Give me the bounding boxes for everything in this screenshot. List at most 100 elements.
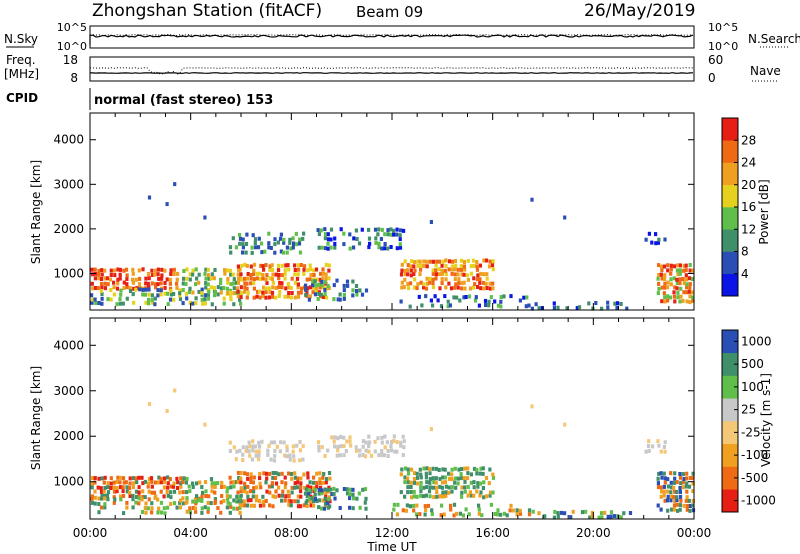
data-cell [685, 476, 689, 481]
data-cell [660, 276, 664, 281]
data-cell [156, 288, 160, 293]
data-cell [280, 285, 284, 290]
data-cell [472, 263, 476, 268]
data-cell [321, 267, 325, 272]
data-cell [406, 476, 410, 481]
data-cell [131, 277, 135, 282]
data-cell [450, 264, 455, 269]
data-cell [304, 283, 308, 288]
colorbar-tick-label: 100 [741, 380, 764, 394]
data-cell [276, 268, 281, 273]
cpid-text: normal (fast stereo) 153 [94, 93, 273, 108]
data-cell [150, 510, 154, 515]
data-cell [438, 494, 442, 499]
data-cell [256, 289, 260, 294]
data-cell [527, 512, 532, 517]
data-cell [118, 276, 122, 281]
data-cell [484, 303, 488, 307]
data-cell [200, 510, 204, 515]
data-cell [338, 292, 342, 297]
data-cell [112, 485, 116, 490]
colorbar-segment [722, 184, 738, 208]
data-cell [153, 272, 157, 277]
data-cell [389, 444, 393, 449]
data-cell [171, 484, 175, 489]
data-cell [103, 505, 107, 510]
data-cell [181, 281, 185, 286]
data-cell [116, 475, 120, 480]
data-cell [459, 258, 464, 263]
data-cell [298, 448, 302, 453]
data-cell [434, 268, 438, 273]
data-cell [115, 486, 119, 490]
data-cell [603, 510, 607, 515]
data-cell [383, 232, 387, 237]
power-colorbar-label: Power [dB] [757, 179, 771, 244]
data-cell [280, 480, 284, 485]
data-cell [172, 489, 177, 494]
data-cell [222, 499, 226, 503]
data-cell [437, 468, 441, 472]
data-cell [328, 476, 332, 481]
data-cell [172, 481, 176, 486]
data-cell [660, 489, 664, 494]
data-cell [203, 297, 207, 302]
data-cell [213, 268, 217, 272]
data-cell [261, 273, 265, 277]
data-cell [97, 301, 101, 305]
data-cell [260, 439, 264, 444]
data-cell [569, 515, 573, 520]
data-cell [416, 259, 420, 264]
data-cell [252, 475, 256, 480]
data-cell [403, 494, 407, 499]
data-cell [332, 283, 336, 288]
data-cell [254, 453, 258, 458]
data-cell [476, 273, 480, 278]
data-cell [675, 498, 679, 503]
data-cell [147, 481, 151, 486]
data-cell [239, 486, 243, 491]
data-cell [226, 280, 230, 285]
data-cell [258, 289, 262, 294]
data-cell [429, 220, 433, 224]
data-cell [267, 443, 271, 448]
data-cell [258, 276, 262, 281]
data-cell [443, 480, 448, 485]
data-cell [144, 281, 148, 286]
colorbar-tick-label: 16 [741, 200, 756, 214]
data-cell [361, 444, 365, 449]
data-cell [344, 449, 348, 453]
data-cell [479, 271, 483, 276]
data-cell [143, 495, 147, 500]
y-tick-label: 4000 [53, 338, 84, 352]
data-cell [140, 475, 144, 480]
data-cell [279, 249, 283, 254]
data-cell [228, 268, 232, 273]
data-cell [173, 388, 177, 393]
data-cell [258, 471, 262, 476]
data-cell [293, 485, 297, 490]
data-cell [463, 267, 467, 272]
data-cell [172, 297, 176, 302]
data-cell [268, 289, 272, 294]
data-cell [247, 449, 251, 454]
data-cell [243, 481, 247, 486]
data-cell [377, 245, 381, 250]
data-cell [147, 301, 151, 306]
data-cell [434, 272, 438, 277]
data-cell [478, 277, 482, 282]
data-cell [185, 499, 189, 504]
data-cell [415, 494, 419, 499]
data-cell [556, 305, 560, 310]
data-cell [204, 293, 208, 298]
data-cell [484, 281, 488, 286]
data-cell [269, 246, 273, 250]
data-cell [236, 272, 240, 277]
data-cell [302, 271, 306, 276]
data-cell [416, 263, 420, 268]
data-cell [448, 303, 452, 308]
data-cell [144, 276, 148, 281]
data-cell [223, 271, 227, 276]
data-cell [685, 299, 689, 304]
data-cell [299, 489, 303, 494]
